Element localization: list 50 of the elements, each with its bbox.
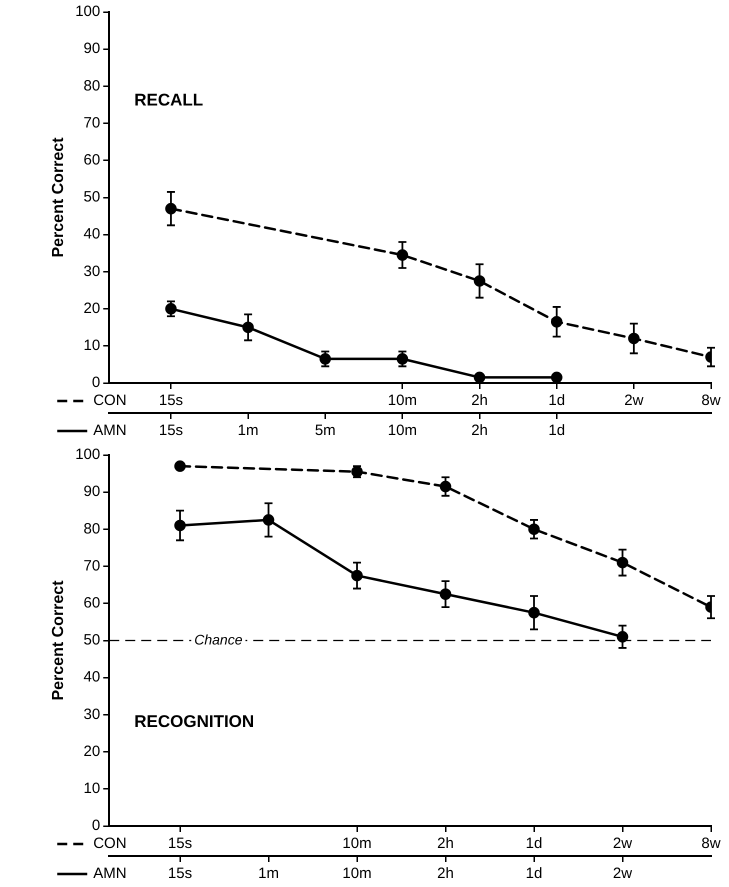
y-axis-title: Percent Correct: [50, 136, 68, 258]
text: RECALL: [134, 90, 204, 110]
x-tick-label: 10m: [388, 422, 417, 440]
x-tick-label: 15s: [168, 865, 192, 882]
x-tick-label: 1d: [548, 422, 566, 440]
x-tick-label: 2h: [437, 865, 454, 882]
y-tick-label: 90: [84, 483, 100, 500]
x-tick-label: 2w: [612, 865, 632, 882]
x-tick-label: 15s: [158, 422, 184, 440]
y-tick-label: 0: [92, 374, 100, 392]
y-tick-label: 50: [84, 188, 100, 206]
x-tick-label: 1m: [258, 865, 279, 882]
ref-line-label: Chance: [194, 631, 243, 648]
y-tick-label: 70: [84, 114, 100, 132]
y-tick-label: 0: [92, 817, 100, 834]
legend-label: AMN: [93, 422, 127, 440]
x-tick-label: 1m: [238, 422, 259, 440]
x-tick-label: 10m: [342, 865, 372, 882]
text: RECOGNITION: [134, 712, 254, 731]
y-tick-label: 70: [84, 557, 100, 574]
category-label: 2h: [437, 835, 454, 852]
category-label: 2w: [612, 835, 632, 852]
x-tick-label: 8w: [701, 392, 721, 410]
y-tick-label: 50: [84, 632, 100, 649]
category-label: 10m: [342, 835, 372, 852]
y-axis-title: Percent Correct: [50, 580, 68, 701]
y-tick-label: 80: [84, 520, 100, 538]
y-tick-label: 100: [75, 446, 100, 464]
x-tick-label: 8w: [701, 835, 721, 852]
y-tick-label: 10: [84, 780, 100, 798]
y-tick-label: 40: [84, 226, 100, 243]
y-tick-label: 30: [84, 706, 100, 723]
y-tick-label: 100: [75, 3, 100, 20]
y-tick-label: 60: [84, 594, 100, 612]
y-tick-label: 20: [84, 742, 100, 760]
category-label: 15s: [168, 835, 192, 852]
x-tick-label: 5m: [314, 422, 336, 440]
x-tick-label: 2h: [471, 422, 488, 440]
legend-label: CON: [93, 392, 127, 410]
y-tick-label: 60: [84, 152, 100, 169]
y-tick-label: 20: [84, 300, 100, 317]
y-tick-label: 90: [84, 40, 100, 58]
y-tick-label: 10: [84, 337, 100, 354]
y-tick-label: 40: [84, 668, 100, 686]
legend-label: CON: [93, 835, 127, 852]
y-tick-label: 30: [84, 262, 100, 280]
y-tick-label: 80: [84, 77, 100, 94]
category-label: 1d: [526, 835, 542, 852]
legend-label: AMN: [93, 865, 127, 882]
x-tick-label: 1d: [526, 865, 542, 882]
